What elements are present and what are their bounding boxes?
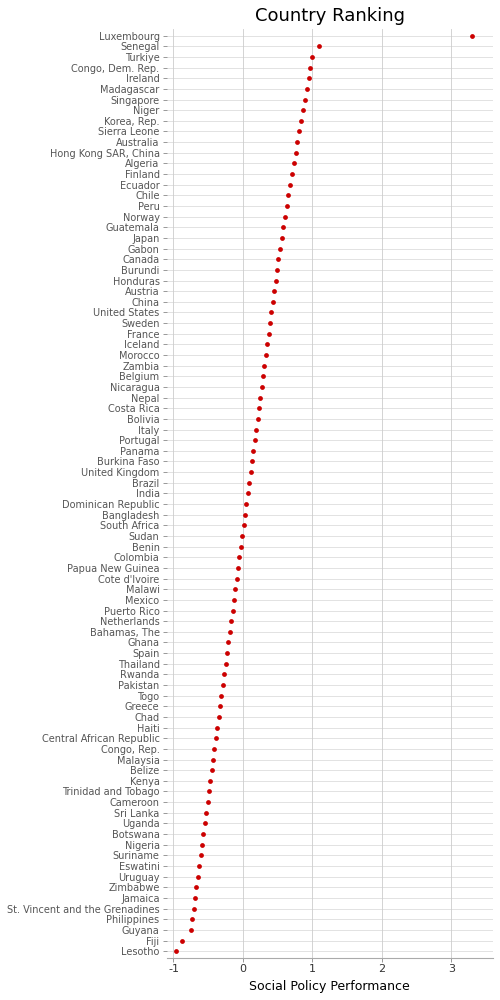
Point [273, 262, 281, 278]
Point [224, 634, 232, 650]
Point [172, 943, 179, 959]
Point [194, 869, 202, 885]
Point [264, 326, 272, 342]
Point [250, 432, 258, 448]
Point [190, 901, 198, 917]
Point [206, 773, 214, 789]
Point [262, 347, 270, 363]
Point [237, 539, 245, 555]
Point [191, 890, 199, 906]
Point [280, 209, 288, 225]
Point [248, 453, 256, 469]
Point [316, 38, 324, 54]
Point [241, 507, 249, 523]
Point [213, 720, 221, 736]
Point [209, 752, 217, 768]
Point [204, 794, 212, 810]
Point [246, 464, 254, 480]
Point [218, 688, 226, 704]
Point [244, 485, 252, 501]
Point [230, 592, 238, 608]
Point [294, 123, 302, 139]
Point [274, 251, 282, 267]
Point [205, 783, 213, 799]
Point [255, 400, 263, 416]
Point [226, 624, 234, 640]
Point [200, 815, 208, 831]
X-axis label: Social Policy Performance: Social Policy Performance [250, 980, 410, 993]
Point [198, 837, 206, 853]
Point [270, 283, 278, 299]
Point [210, 741, 218, 757]
Point [232, 571, 240, 587]
Point [260, 358, 268, 374]
Point [245, 475, 253, 491]
Point [178, 933, 186, 949]
Point [269, 294, 277, 310]
Point [256, 390, 264, 406]
Point [266, 315, 274, 331]
Point [290, 155, 298, 171]
Point [200, 826, 207, 842]
Point [468, 28, 476, 44]
Point [301, 92, 309, 108]
Point [305, 70, 313, 86]
Point [298, 102, 306, 118]
Point [282, 198, 290, 214]
Point [216, 698, 224, 714]
Point [208, 762, 216, 778]
Point [196, 847, 204, 863]
Point [234, 560, 242, 576]
Point [293, 134, 301, 150]
Point [242, 496, 250, 512]
Point [272, 273, 280, 289]
Point [259, 368, 267, 384]
Point [188, 911, 196, 927]
Point [288, 166, 296, 182]
Point [254, 411, 262, 427]
Point [279, 219, 287, 235]
Point [308, 49, 316, 65]
Point [212, 730, 220, 746]
Point [278, 230, 286, 246]
Point [202, 805, 210, 821]
Point [238, 528, 246, 544]
Point [219, 677, 227, 693]
Point [286, 177, 294, 193]
Point [252, 422, 260, 438]
Point [258, 379, 266, 395]
Point [220, 666, 228, 682]
Point [250, 443, 258, 459]
Point [227, 613, 235, 629]
Point [195, 858, 203, 874]
Point [264, 336, 272, 352]
Point [236, 549, 244, 565]
Point [232, 581, 239, 597]
Point [306, 60, 314, 76]
Point [214, 709, 222, 725]
Point [240, 517, 248, 533]
Point [284, 187, 292, 203]
Point [222, 656, 230, 672]
Point [192, 879, 200, 895]
Point [187, 922, 195, 938]
Point [228, 603, 236, 619]
Point [292, 145, 300, 161]
Point [223, 645, 231, 661]
Point [296, 113, 304, 129]
Point [276, 241, 284, 257]
Point [303, 81, 311, 97]
Point [268, 304, 276, 320]
Title: Country Ranking: Country Ranking [255, 7, 405, 25]
